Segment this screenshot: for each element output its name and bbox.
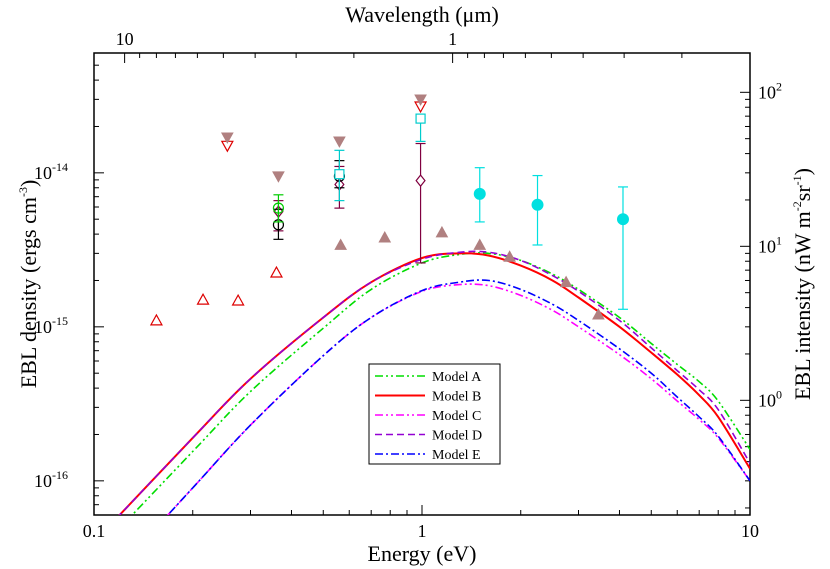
x-tick-label: 0.1 (83, 521, 106, 541)
triangle-up-marker (473, 238, 487, 250)
right-tick-label: 101 (758, 233, 782, 256)
top-axis-title: Wavelength (μm) (345, 2, 499, 27)
triangle-up-marker (378, 231, 392, 243)
legend-label-model-c: Model C (432, 409, 481, 424)
series-model-c-line (166, 283, 750, 515)
x-tick-label: 10 (741, 521, 759, 541)
triangle-up-marker (592, 308, 605, 320)
x-tick-label: 1 (418, 521, 427, 541)
series-model-e-line (166, 279, 750, 515)
legend-label-model-a: Model A (432, 370, 482, 385)
top-tick-label: 10 (116, 29, 134, 49)
right-axis-title: EBL intensity (nW m-2sr-1) (790, 168, 815, 400)
top-tick-label: 1 (448, 29, 457, 49)
triangle-up-marker (503, 250, 516, 262)
triangle-down-marker (333, 136, 346, 148)
y-tick-label: 10-16 (34, 468, 68, 491)
legend-label-model-e: Model E (432, 448, 481, 463)
triangle-down-marker (220, 132, 234, 144)
y-axis-title: EBL density (ergs cm-3) (16, 180, 41, 389)
filled-circle-marker (616, 213, 629, 226)
square-marker (334, 169, 345, 180)
legend-items: Model A Model B Model C Model D Model E (375, 370, 482, 463)
triangle-up-marker (196, 292, 210, 305)
series-model-d-line (118, 250, 750, 515)
triangle-down-marker (272, 171, 285, 183)
y-tick-label: 10-14 (34, 160, 68, 183)
legend-box (368, 363, 501, 465)
diamond-marker (415, 174, 426, 188)
circle-marker (272, 202, 285, 214)
x-axis-title: Energy (eV) (368, 541, 477, 566)
right-tick-label: 102 (758, 79, 782, 102)
filled-circle-marker (473, 187, 486, 200)
triangle-up-marker (269, 265, 283, 278)
triangle-up-marker (231, 293, 245, 306)
data-points (149, 94, 629, 326)
square-marker (415, 113, 426, 124)
triangle-up-marker (149, 313, 163, 326)
filled-circle-marker (531, 198, 544, 211)
y-tick-label: 10-15 (34, 314, 68, 337)
legend-label-model-d: Model D (432, 429, 482, 444)
triangle-down-marker (414, 94, 427, 106)
right-tick-label: 100 (758, 387, 782, 410)
legend-label-model-b: Model B (432, 390, 481, 405)
triangle-up-marker (435, 225, 449, 238)
triangle-up-marker (559, 275, 573, 288)
legend: Model A Model B Model C Model D Model E (368, 363, 501, 465)
triangle-up-marker (334, 238, 348, 250)
